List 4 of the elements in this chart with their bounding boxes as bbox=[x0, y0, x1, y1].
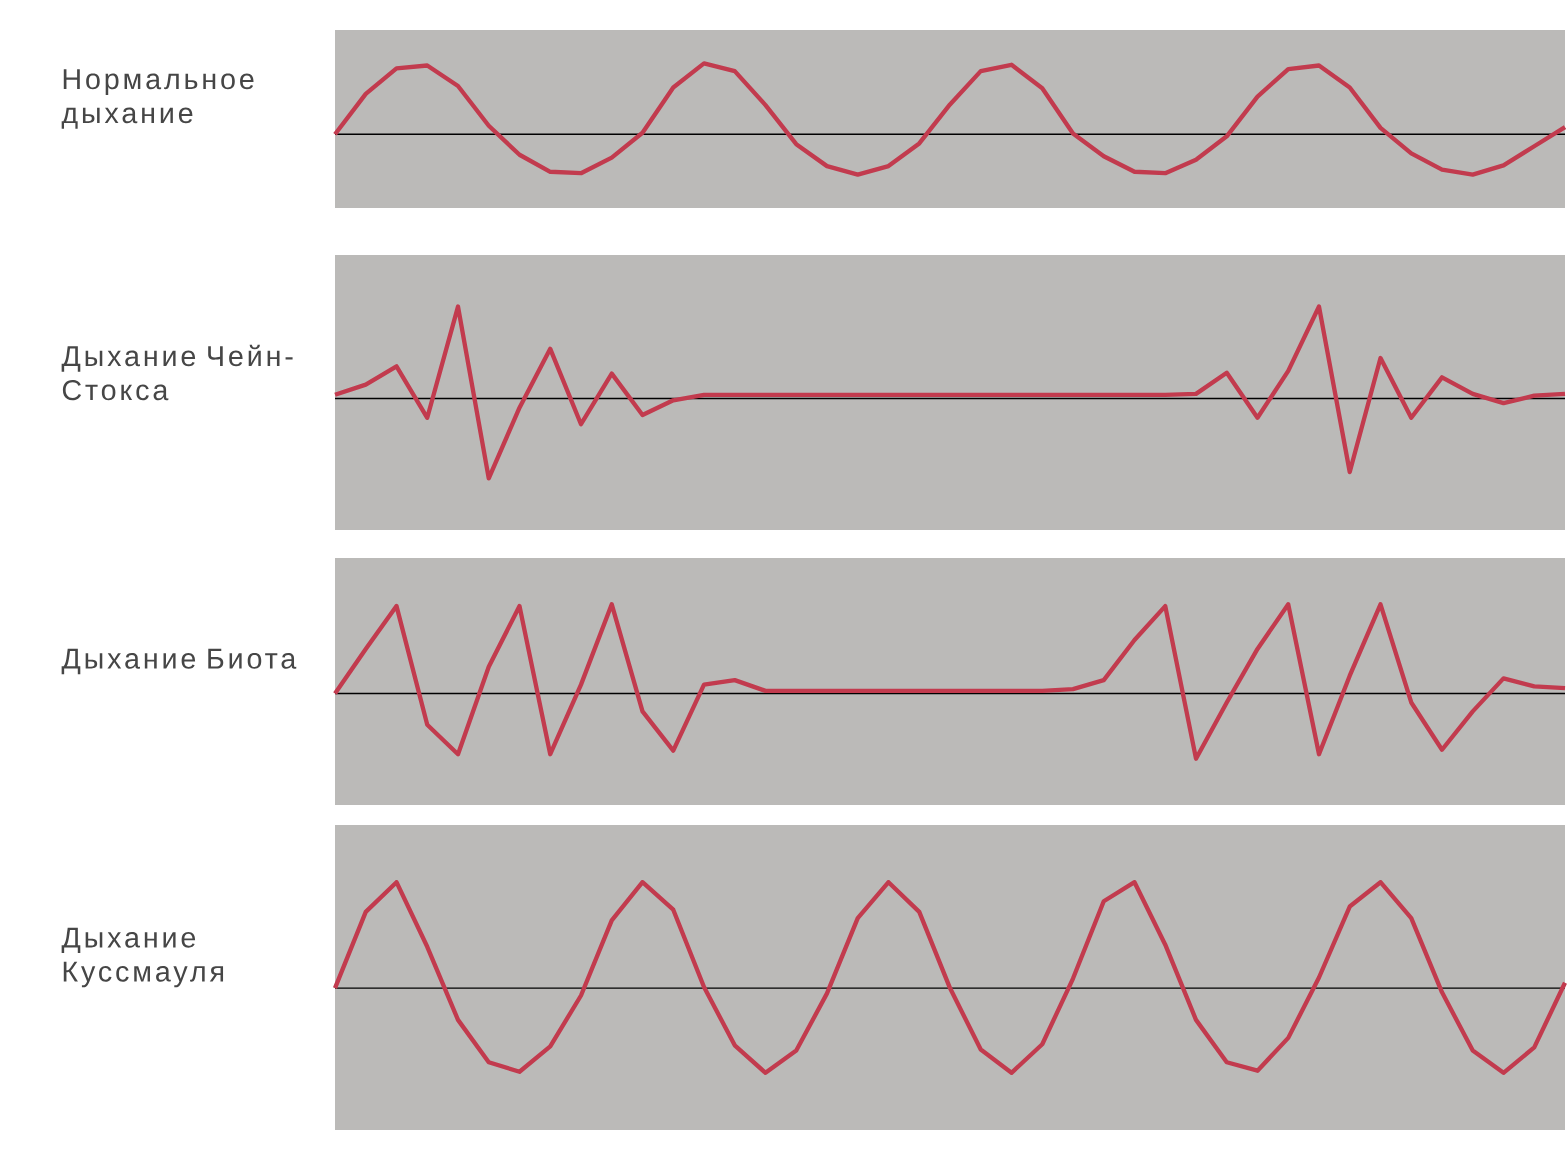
text: Дыхание Биота bbox=[61, 648, 297, 675]
text: Дыхание Чейн-Стокса bbox=[61, 344, 293, 401]
text: Дыхание Куссмауля bbox=[61, 927, 224, 988]
text: Нормальное дыхание bbox=[61, 69, 254, 129]
